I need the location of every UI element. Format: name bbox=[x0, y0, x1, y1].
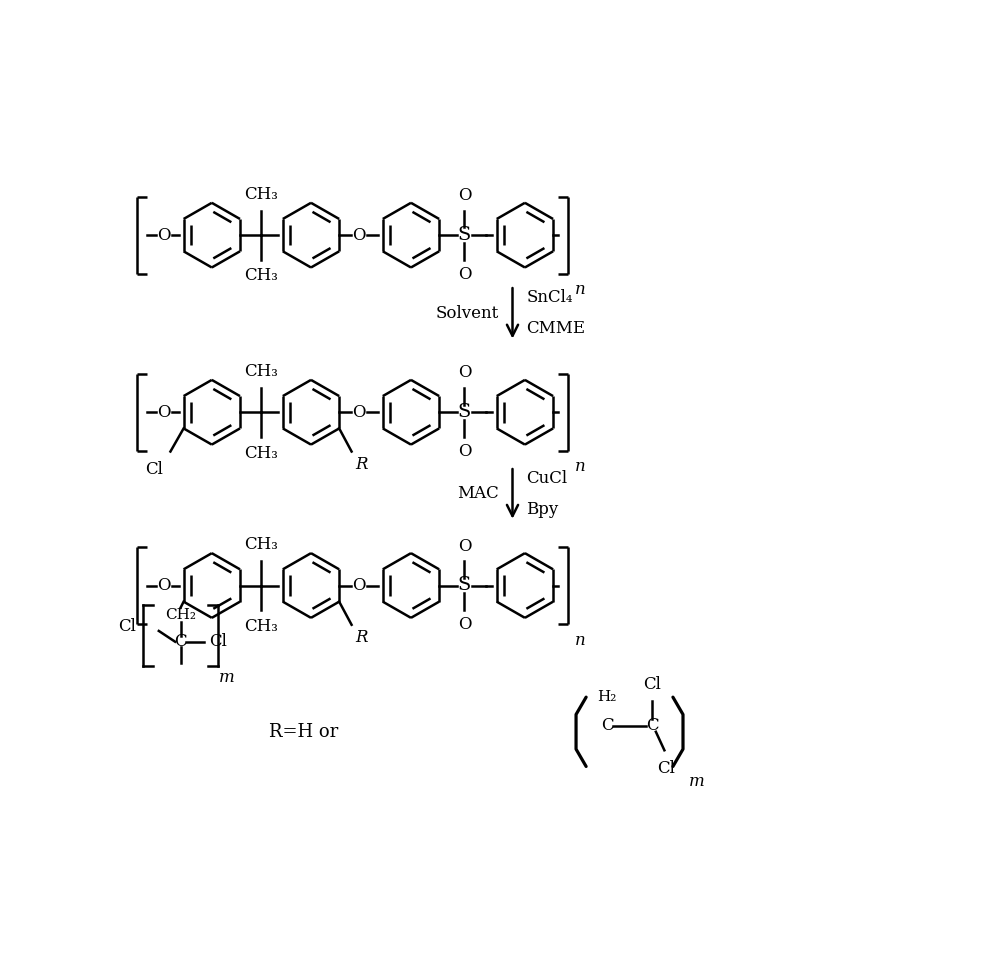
Text: n: n bbox=[574, 282, 585, 298]
Text: O: O bbox=[352, 403, 366, 421]
Text: O: O bbox=[458, 538, 471, 555]
Text: S: S bbox=[458, 226, 471, 244]
Text: S: S bbox=[458, 403, 471, 422]
Text: MAC: MAC bbox=[457, 485, 499, 503]
Text: n: n bbox=[574, 458, 585, 476]
Text: O: O bbox=[458, 266, 471, 283]
Text: m: m bbox=[219, 670, 235, 686]
Text: SnCl₄: SnCl₄ bbox=[526, 290, 573, 307]
Text: O: O bbox=[458, 365, 471, 381]
Text: CMME: CMME bbox=[526, 320, 586, 337]
Text: O: O bbox=[352, 577, 366, 594]
Text: CH₃: CH₃ bbox=[244, 618, 278, 635]
Text: C: C bbox=[601, 717, 613, 734]
Text: Cl: Cl bbox=[118, 618, 136, 635]
Text: R=H or: R=H or bbox=[269, 723, 338, 741]
Text: O: O bbox=[157, 577, 170, 594]
Text: Solvent: Solvent bbox=[435, 305, 499, 321]
Text: m: m bbox=[688, 773, 704, 789]
Text: Cl: Cl bbox=[657, 759, 675, 777]
Text: R: R bbox=[355, 456, 368, 473]
Text: R: R bbox=[355, 629, 368, 647]
Text: Cl: Cl bbox=[146, 460, 163, 478]
Text: O: O bbox=[458, 187, 471, 205]
Text: O: O bbox=[352, 227, 366, 243]
Text: O: O bbox=[157, 403, 170, 421]
Text: O: O bbox=[458, 617, 471, 633]
Text: Cl: Cl bbox=[643, 676, 661, 693]
Text: CH₃: CH₃ bbox=[244, 363, 278, 380]
Text: O: O bbox=[458, 443, 471, 460]
Text: O: O bbox=[157, 227, 170, 243]
Text: C: C bbox=[646, 717, 658, 734]
Text: Cl: Cl bbox=[209, 633, 227, 650]
Text: n: n bbox=[574, 632, 585, 648]
Text: H₂: H₂ bbox=[597, 690, 617, 704]
Text: CH₃: CH₃ bbox=[244, 186, 278, 203]
Text: CH₃: CH₃ bbox=[244, 267, 278, 285]
Text: CuCl: CuCl bbox=[526, 470, 568, 487]
Text: CH₃: CH₃ bbox=[244, 445, 278, 461]
Text: C: C bbox=[174, 633, 187, 650]
Text: S: S bbox=[458, 576, 471, 594]
Text: Bpy: Bpy bbox=[526, 501, 559, 518]
Text: CH₂: CH₂ bbox=[165, 608, 196, 621]
Text: CH₃: CH₃ bbox=[244, 537, 278, 553]
